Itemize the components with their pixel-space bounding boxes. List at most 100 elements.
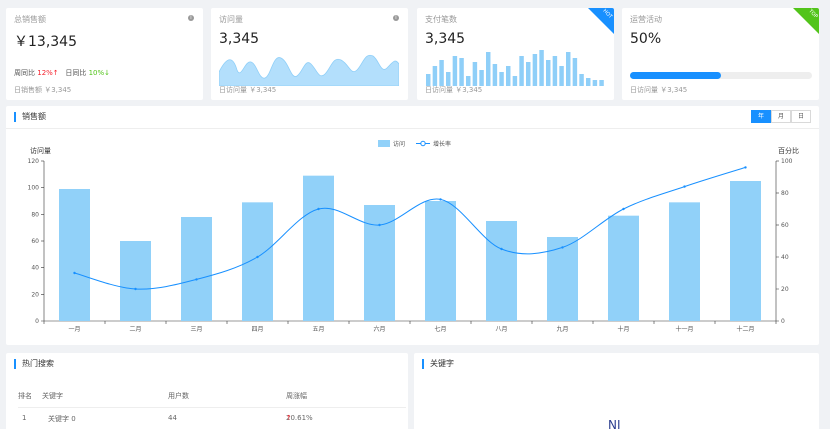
- section-title: 热门搜索: [14, 359, 54, 369]
- mini-bar: [519, 56, 524, 86]
- stat-card-total-sales: 总销售额 i ￥13,345 周同比 12%↑ 日同比 10%↓ 日销售额 ￥3…: [6, 8, 203, 100]
- y-tick-label-right: 100: [781, 158, 793, 165]
- bar[interactable]: [242, 202, 273, 321]
- y-axis-label-right: 百分比: [778, 146, 799, 155]
- line-point[interactable]: [744, 166, 747, 169]
- line-point[interactable]: [317, 207, 320, 211]
- card-title: 总销售额: [14, 15, 46, 24]
- y-tick-label-left: 20: [31, 291, 39, 298]
- x-tick-label: 九月: [556, 325, 568, 333]
- legend-label[interactable]: 访问: [393, 140, 405, 148]
- line-point[interactable]: [439, 198, 442, 201]
- x-tick-label: 一月: [68, 326, 80, 333]
- bar[interactable]: [730, 181, 761, 321]
- mini-bar: [486, 52, 491, 86]
- bar[interactable]: [181, 217, 212, 321]
- card-footer: 日销售额 ￥3,345: [14, 86, 72, 94]
- mini-bar: [499, 72, 504, 86]
- y-tick-label-right: 0: [781, 318, 785, 325]
- trend-day-label: 日同比: [65, 69, 87, 77]
- trend-day-value: 10%: [88, 69, 105, 77]
- cell-users: 44: [168, 414, 177, 422]
- divider: [6, 128, 819, 129]
- row-divider: [18, 407, 406, 408]
- bar[interactable]: [669, 202, 700, 321]
- arrow-down-icon: ↓: [104, 69, 111, 77]
- legend-marker: [420, 140, 426, 147]
- mini-bar: [446, 72, 451, 86]
- x-tick-label: 四月: [251, 326, 263, 333]
- mini-bar: [546, 60, 551, 86]
- progress-fill: [630, 72, 721, 79]
- bar[interactable]: [486, 221, 517, 321]
- x-tick-label: 三月: [190, 326, 202, 333]
- mini-bar: [566, 52, 571, 86]
- card-footer: 日访问量 ￥3,345: [630, 86, 688, 94]
- progress-bar: [630, 72, 812, 79]
- line-point[interactable]: [256, 255, 259, 259]
- header-rank: 排名: [18, 392, 32, 400]
- bar[interactable]: [425, 201, 456, 321]
- y-tick-label-left: 120: [28, 158, 40, 165]
- card-title: 访问量: [219, 15, 243, 24]
- trend-week-label: 周同比: [14, 69, 35, 77]
- line-point[interactable]: [195, 278, 198, 281]
- keyword-card: 关键字 NJ: [414, 353, 819, 429]
- mini-bar: [432, 66, 438, 86]
- tab-day[interactable]: 日: [791, 110, 811, 123]
- info-icon[interactable]: i: [188, 15, 194, 21]
- growth-line: [74, 166, 746, 290]
- bar[interactable]: [120, 241, 151, 321]
- cell-rank: 1: [22, 414, 27, 422]
- arrow-up-icon: ↑: [52, 69, 59, 77]
- line-point[interactable]: [622, 207, 625, 211]
- y-tick-label-left: 100: [28, 185, 40, 192]
- cloud-word[interactable]: NJ: [608, 418, 621, 429]
- header-users: 用户数: [168, 392, 189, 400]
- y-axis-label-left: 访问量: [30, 146, 51, 155]
- line-point[interactable]: [73, 271, 76, 275]
- card-value: ￥13,345: [14, 34, 77, 50]
- top-ribbon: [793, 8, 819, 34]
- cell-keyword[interactable]: 关键字 0: [48, 415, 76, 423]
- x-tick-label: 十一月: [675, 325, 693, 333]
- y-tick-label-left: 80: [31, 211, 39, 218]
- mini-area-chart: [219, 54, 399, 86]
- y-tick-label-right: 40: [781, 254, 789, 261]
- line-point[interactable]: [500, 247, 503, 251]
- info-icon[interactable]: i: [393, 15, 399, 21]
- line-point[interactable]: [134, 287, 137, 291]
- mini-bar: [526, 62, 531, 86]
- legend-label[interactable]: 增长率: [433, 140, 451, 148]
- area-shape: [219, 54, 399, 86]
- bar[interactable]: [547, 237, 578, 321]
- x-tick-label: 二月: [129, 326, 141, 333]
- mini-bar-chart: [426, 50, 604, 86]
- bar[interactable]: [303, 175, 334, 321]
- tab-month[interactable]: 月: [771, 110, 791, 123]
- hot-ribbon: [588, 8, 614, 34]
- mini-bar: [586, 78, 591, 86]
- bar[interactable]: [608, 215, 639, 321]
- line-point[interactable]: [561, 246, 564, 249]
- stat-card-campaign: 运营活动 TOP 50% 日访问量 ￥3,345: [622, 8, 819, 100]
- header-keyword: 关键字: [42, 392, 63, 400]
- mini-bar: [506, 66, 511, 86]
- bar[interactable]: [59, 189, 90, 321]
- line-point[interactable]: [378, 223, 381, 227]
- hot-search-card: 热门搜索 排名 关键字 用户数 周涨幅 1 关键字 0 44 20.61% ↑: [6, 353, 408, 429]
- mini-bar: [426, 74, 431, 86]
- x-tick-label: 十二月: [736, 325, 754, 333]
- y-tick-label-right: 80: [781, 190, 789, 197]
- section-title: 关键字: [422, 359, 454, 369]
- mini-bar: [559, 66, 564, 86]
- line-point[interactable]: [683, 185, 686, 188]
- y-tick-label-left: 0: [35, 318, 39, 325]
- legend-swatch-bar: [378, 140, 390, 147]
- mini-bar: [532, 54, 538, 86]
- mini-bar: [492, 64, 498, 86]
- mini-bar: [579, 74, 584, 86]
- period-tabs: 年 月 日: [751, 110, 811, 123]
- mini-bar: [512, 76, 518, 86]
- tab-year[interactable]: 年: [751, 110, 771, 123]
